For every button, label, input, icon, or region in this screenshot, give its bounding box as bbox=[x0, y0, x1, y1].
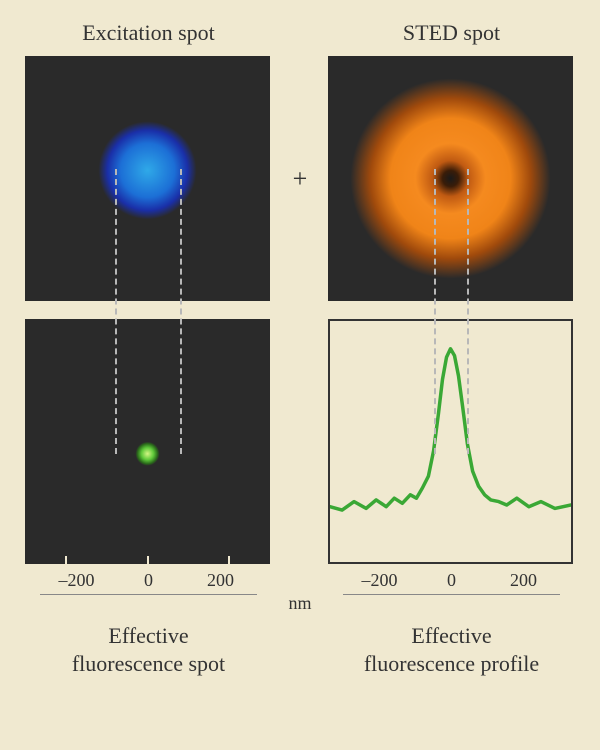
axis-tick: 200 bbox=[185, 570, 257, 591]
panel-excitation-spot bbox=[25, 56, 270, 301]
panel-effective-spot bbox=[25, 319, 270, 564]
axis-tick: 200 bbox=[488, 570, 560, 591]
axis-tick: –200 bbox=[344, 570, 416, 591]
unit-label: nm bbox=[25, 593, 575, 614]
title-excitation: Excitation spot bbox=[25, 20, 272, 46]
panel-effective-profile bbox=[328, 319, 573, 564]
label-effective-profile: Effective fluorescence profile bbox=[328, 622, 575, 677]
axis-tick: 0 bbox=[113, 570, 185, 591]
axis-left: –2000200 bbox=[25, 564, 272, 595]
title-sted: STED spot bbox=[328, 20, 575, 46]
axis-tick: 0 bbox=[416, 570, 488, 591]
label-effective-spot: Effective fluorescence spot bbox=[25, 622, 272, 677]
axis-right: –2000200 bbox=[328, 564, 575, 595]
axis-tick: –200 bbox=[41, 570, 113, 591]
plus-symbol: + bbox=[280, 164, 320, 194]
panel-sted-spot bbox=[328, 56, 573, 301]
